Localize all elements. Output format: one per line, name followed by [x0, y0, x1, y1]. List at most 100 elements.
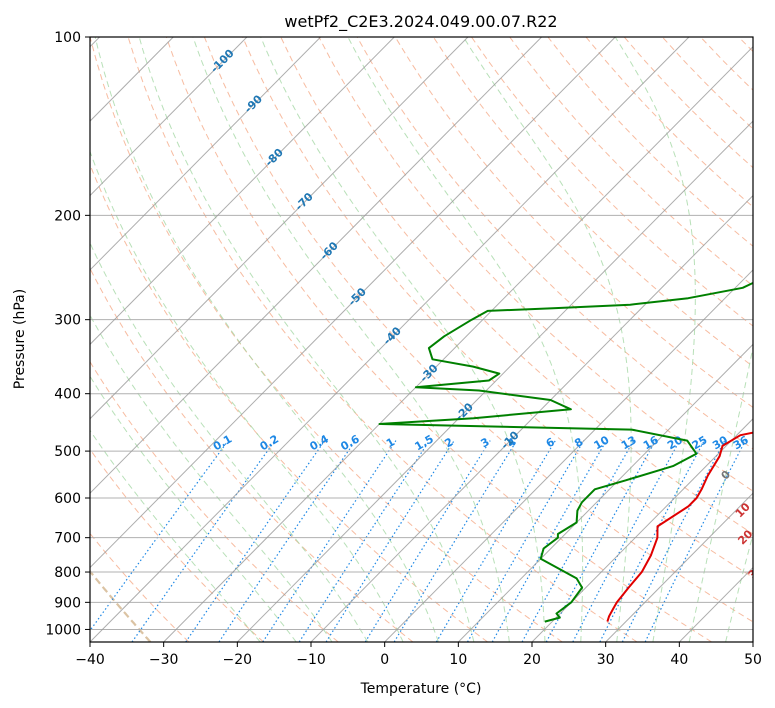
dry-adiabat-line: [471, 37, 753, 327]
dry-adiabat-line: [356, 37, 753, 450]
x-tick-label: −20: [223, 652, 253, 668]
y-tick-label: 800: [54, 565, 81, 581]
dry-adiabat-line: [623, 37, 753, 169]
mixing-ratio-line: [262, 440, 397, 642]
profile-series: [378, 281, 753, 623]
mixing-ratio-line: [393, 440, 518, 642]
moist-adiabat-line: [688, 344, 753, 642]
x-tick-label: −30: [149, 652, 179, 668]
mixing-ratio-label: 0.1: [211, 432, 234, 453]
x-axis-title: Temperature (°C): [360, 681, 482, 697]
mixing-ratio-lines: [90, 440, 746, 642]
mixing-ratio-label: 0.4: [308, 432, 332, 453]
dry-adiabat-line: [90, 360, 339, 642]
dry-adiabat-line: [203, 37, 753, 623]
moist-adiabat-line: [347, 37, 584, 642]
mixing-ratio-label: 3: [478, 435, 491, 450]
mixing-ratio-label: 2: [442, 435, 455, 450]
moist-adiabat-line: [725, 532, 753, 642]
moist-adiabat-line: [614, 37, 696, 642]
mixing-ratio-line: [185, 440, 326, 642]
moist-adiabat-label: 10: [733, 500, 753, 520]
y-tick-label: 100: [54, 30, 81, 46]
x-tick-label: 20: [523, 652, 541, 668]
background-line-labels: 0.1 0.2 0.4 0.6 1 1.5 2 3 4 6 8 10 13 16 20 25 30 36-100-…: [208, 47, 775, 612]
plot-frame: [89, 36, 754, 643]
moist-adiabat-line: [90, 241, 369, 642]
moist-adiabat-line: [138, 37, 475, 642]
moist-adiabat-label: 0: [719, 468, 734, 483]
dewpoint-line: [378, 281, 753, 623]
mixing-ratio-line: [621, 440, 726, 642]
mixing-ratio-line: [90, 440, 229, 632]
isotherm-line: [90, 37, 542, 494]
y-tick-label: 900: [54, 595, 81, 611]
moist-adiabat-line: [90, 150, 404, 642]
y-axis-ticks: 100 200 300 400 500 600 700 800 900 1000: [45, 30, 90, 638]
dry-adiabat-line: [738, 37, 753, 53]
mixing-ratio-line: [435, 440, 556, 642]
dry-adiabat-line: [242, 37, 753, 579]
dry-adiabat-line: [90, 37, 563, 642]
moist-adiabat-line: [90, 314, 333, 642]
isotherm-line: [90, 37, 248, 197]
dry-adiabat-line: [280, 37, 753, 535]
mixing-ratio-line: [298, 440, 431, 642]
plot-area: 0.1 0.2 0.4 0.6 1 1.5 2 3 4 6 8 10 13 16 20 25 30 36-100-…: [90, 37, 775, 642]
mixing-ratio-label: 16: [641, 433, 661, 452]
isotherm-grid: [90, 37, 753, 642]
isotherm-line: [236, 120, 753, 642]
isotherm-line: [605, 492, 753, 642]
moist-adiabat-line: [260, 37, 546, 642]
dry-adiabat-line: [165, 37, 712, 642]
x-tick-label: −40: [75, 652, 105, 668]
mixing-ratio-line: [131, 440, 276, 642]
dry-adiabat-line: [394, 37, 753, 409]
dry-adiabats: [90, 37, 753, 642]
mixing-ratio-label: 1.5: [413, 432, 436, 453]
dry-adiabat-line: [547, 37, 753, 247]
y-tick-label: 300: [54, 313, 81, 329]
moist-adiabats: [90, 37, 753, 642]
isotherm-line: [310, 194, 753, 642]
mixing-ratio-line: [644, 440, 746, 642]
dry-adiabat-line: [318, 37, 753, 492]
dry-adiabat-line: [90, 267, 414, 642]
isotherm-line: [531, 418, 753, 642]
isotherm-line: [384, 269, 753, 642]
moist-adiabat-line: [94, 37, 439, 642]
dry-adiabat-line: [127, 37, 638, 642]
isotherm-line: [90, 37, 616, 569]
mixing-ratio-label: 0.2: [258, 432, 281, 453]
mixing-ratio-line: [218, 440, 356, 642]
isotherm-line: [90, 37, 321, 271]
isotherm-line: [90, 37, 395, 346]
moist-adiabat-line: [192, 37, 510, 642]
dry-adiabat-line: [661, 37, 753, 130]
temperature-line: [606, 431, 753, 622]
mixing-ratio-label: 0.6: [338, 432, 362, 453]
moist-adiabat-line: [90, 375, 297, 642]
y-tick-label: 600: [54, 491, 81, 507]
dry-adiabat-line: [90, 448, 264, 642]
x-tick-label: 0: [380, 652, 389, 668]
x-tick-label: 10: [449, 652, 467, 668]
x-tick-label: 40: [670, 652, 688, 668]
moist-adiabat-line: [90, 429, 261, 642]
moist-adiabat-label: 40: [760, 592, 775, 612]
highlighted-adiabat-line: [90, 569, 152, 642]
dry-adiabat-line: [90, 163, 488, 642]
mixing-ratio-label: 1: [384, 435, 397, 450]
y-axis-title: Pressure (hPa): [12, 289, 28, 389]
x-tick-label: 30: [597, 652, 615, 668]
isotherm-line: [457, 343, 753, 642]
y-tick-label: 400: [54, 387, 81, 403]
chart-title: wetPf2_C2E3.2024.049.00.07.R22: [284, 12, 557, 32]
y-tick-label: 1000: [45, 622, 81, 638]
y-tick-label: 500: [54, 444, 81, 460]
isobar-grid: [90, 37, 753, 630]
isotherm-line: [90, 37, 690, 642]
mixing-ratio-label: 6: [544, 435, 557, 450]
x-tick-label: 50: [744, 652, 762, 668]
